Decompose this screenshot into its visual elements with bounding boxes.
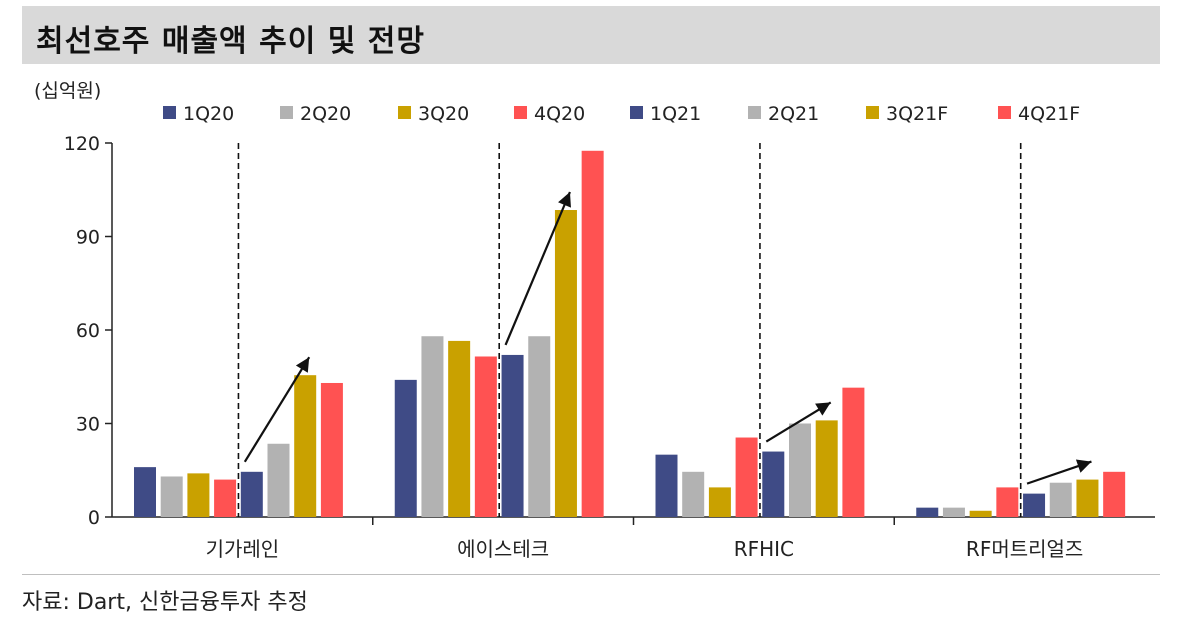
x-category-label: RF머트리얼즈 [966,537,1083,561]
trend-arrow-head [815,402,831,416]
bar [320,382,343,517]
legend-label: 4Q21F [1018,103,1080,125]
bar [554,210,577,517]
legend-label: 3Q20 [418,103,469,125]
bar [581,150,604,517]
bar [762,451,785,517]
y-tick-label: 30 [76,414,100,436]
legend-label: 4Q20 [534,103,585,125]
bar [1023,493,1046,517]
bar [448,340,471,517]
legend-label: 1Q21 [650,103,701,125]
bar [134,467,156,517]
bar [187,473,210,517]
y-tick-label: 90 [76,227,100,249]
legend-label: 2Q20 [300,103,351,125]
bar [996,487,1019,517]
bar [969,510,992,517]
bar [474,356,497,517]
title-bar: 최선호주 매출액 추이 및 전망 [22,6,1160,64]
trend-arrow-head [558,192,571,208]
bar [735,437,758,517]
source-note: 자료: Dart, 신한금융투자 추정 [22,590,308,615]
x-category-label: 기가레인 [206,537,280,561]
legend-swatch [866,106,879,119]
legend-label: 1Q20 [183,103,234,125]
legend-swatch [280,106,293,119]
bar [916,507,939,517]
bar [294,375,317,517]
bar [655,454,678,517]
x-category-label: RFHIC [734,537,794,561]
unit-label: (십억원) [34,80,101,102]
bar [708,487,731,517]
bar [214,479,237,517]
bar [421,336,444,517]
y-tick-label: 60 [76,320,100,342]
legend-swatch [514,106,527,119]
legend-swatch [163,106,176,119]
source-divider [22,574,1160,575]
y-tick-label: 120 [64,133,100,155]
legend-swatch [748,106,761,119]
bar [1103,471,1126,517]
bar [842,387,865,517]
bar [1076,479,1099,517]
trend-arrow-line [504,191,571,346]
bar [160,476,183,517]
bar [682,471,705,517]
legend-swatch [630,106,643,119]
x-category-label: 에이스테크 [457,537,549,561]
bar [942,507,965,517]
bar [240,471,263,517]
bar [1049,482,1072,517]
y-tick-label: 0 [88,507,100,529]
chart-title: 최선호주 매출액 추이 및 전망 [36,24,425,59]
bar [789,423,811,517]
legend-swatch [998,106,1011,119]
bar [267,443,290,517]
trend-arrow-head [295,357,310,373]
bar [815,420,838,517]
legend-label: 2Q21 [768,103,819,125]
bar [501,354,524,517]
bar [394,379,417,517]
trend-arrow-head [1075,459,1092,473]
bar [528,336,551,517]
trend-arrow-line [243,356,311,463]
legend-swatch [398,106,411,119]
legend-label: 3Q21F [886,103,948,125]
